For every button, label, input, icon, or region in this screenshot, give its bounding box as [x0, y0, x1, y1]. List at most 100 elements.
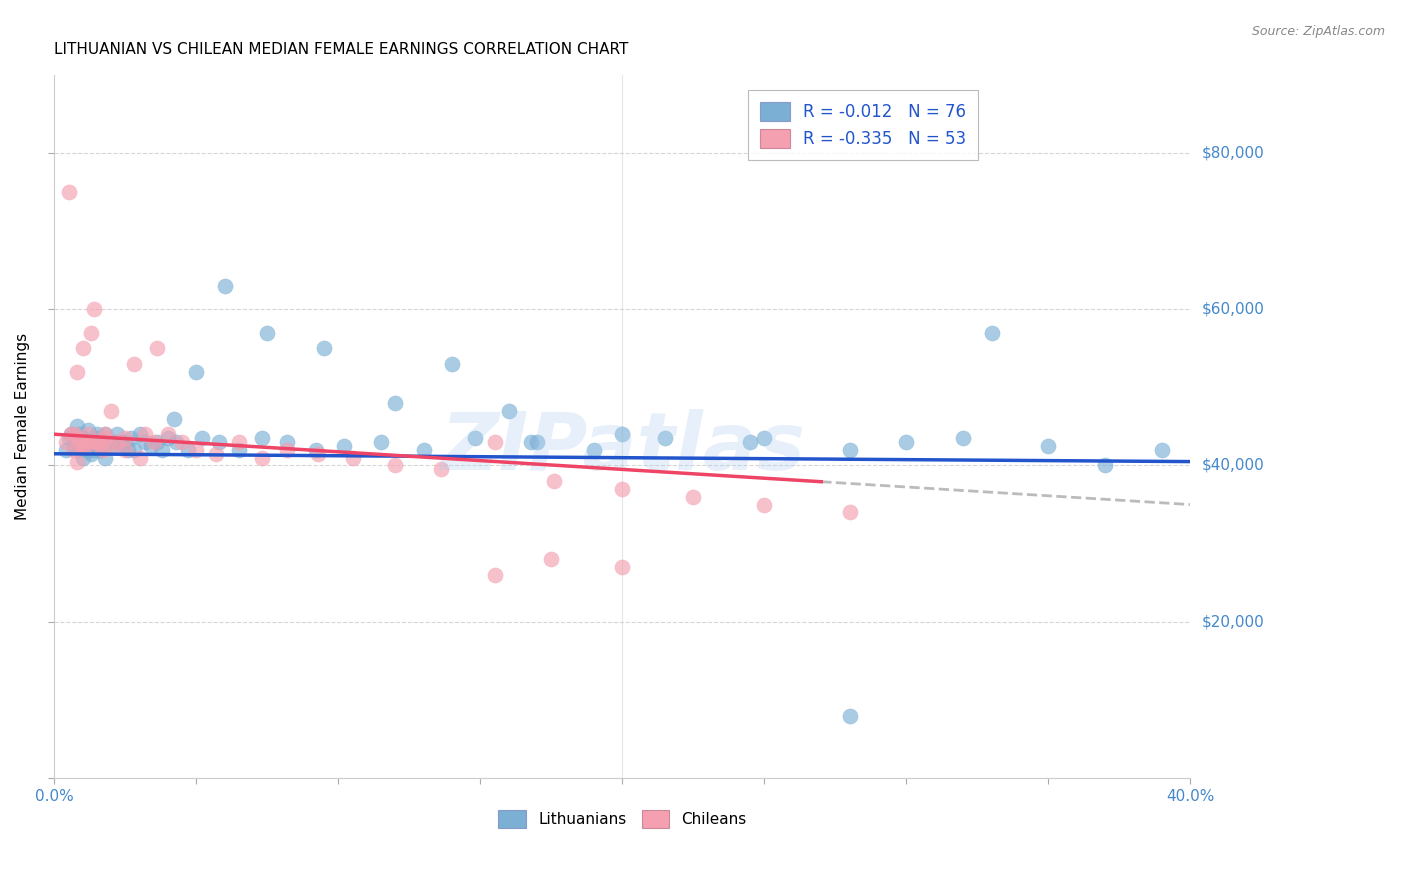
Point — [484, 568, 506, 582]
Point — [66, 454, 89, 468]
Point — [134, 427, 156, 442]
Point — [162, 411, 184, 425]
Point — [250, 450, 273, 465]
Point — [77, 442, 100, 457]
Point — [91, 439, 114, 453]
Point — [63, 427, 86, 442]
Point — [117, 442, 139, 457]
Point — [186, 442, 208, 457]
Point — [314, 341, 336, 355]
Text: LITHUANIAN VS CHILEAN MEDIAN FEMALE EARNINGS CORRELATION CHART: LITHUANIAN VS CHILEAN MEDIAN FEMALE EARN… — [55, 42, 628, 57]
Point — [256, 326, 278, 340]
Point — [77, 435, 100, 450]
Point — [308, 447, 330, 461]
Y-axis label: Median Female Earnings: Median Female Earnings — [15, 333, 30, 520]
Point — [128, 427, 150, 442]
Point — [66, 431, 89, 445]
Point — [58, 185, 80, 199]
Point — [384, 396, 406, 410]
Point — [543, 474, 565, 488]
Point — [55, 442, 77, 457]
Point — [122, 357, 145, 371]
Point — [86, 435, 108, 450]
Point — [72, 450, 94, 465]
Point — [63, 442, 86, 457]
Point — [612, 560, 634, 574]
Point — [86, 427, 108, 442]
Point — [526, 435, 548, 450]
Point — [114, 431, 136, 445]
Point — [214, 278, 236, 293]
Point — [94, 427, 117, 442]
Point — [654, 431, 676, 445]
Text: $60,000: $60,000 — [1202, 301, 1264, 317]
Point — [55, 435, 77, 450]
Point — [75, 435, 97, 450]
Point — [120, 431, 142, 445]
Point — [72, 341, 94, 355]
Point — [97, 435, 120, 450]
Point — [139, 439, 162, 453]
Point — [276, 435, 298, 450]
Point — [333, 439, 356, 453]
Point — [498, 404, 520, 418]
Point — [80, 447, 103, 461]
Text: Source: ZipAtlas.com: Source: ZipAtlas.com — [1251, 25, 1385, 38]
Point — [66, 419, 89, 434]
Point — [105, 435, 128, 450]
Point — [145, 435, 167, 450]
Point — [60, 427, 83, 442]
Point — [384, 458, 406, 473]
Point — [75, 439, 97, 453]
Point — [66, 435, 89, 450]
Point — [370, 435, 392, 450]
Point — [896, 435, 918, 450]
Point — [177, 442, 200, 457]
Point — [72, 435, 94, 450]
Point — [186, 365, 208, 379]
Point — [66, 365, 89, 379]
Point — [63, 439, 86, 453]
Point — [464, 431, 486, 445]
Point — [60, 427, 83, 442]
Point — [72, 439, 94, 453]
Point — [205, 447, 228, 461]
Point — [69, 442, 91, 457]
Point — [484, 435, 506, 450]
Point — [276, 442, 298, 457]
Point — [77, 423, 100, 437]
Point — [582, 442, 605, 457]
Point — [150, 442, 173, 457]
Point — [740, 435, 762, 450]
Point — [612, 482, 634, 496]
Point — [1094, 458, 1116, 473]
Point — [105, 427, 128, 442]
Point — [838, 708, 860, 723]
Point — [128, 450, 150, 465]
Point — [1038, 439, 1060, 453]
Point — [142, 435, 165, 450]
Point — [83, 442, 105, 457]
Point — [77, 427, 100, 442]
Point — [108, 435, 131, 450]
Point — [145, 341, 167, 355]
Point — [191, 431, 214, 445]
Point — [342, 450, 364, 465]
Point — [304, 442, 326, 457]
Point — [429, 462, 451, 476]
Point — [94, 427, 117, 442]
Point — [228, 442, 250, 457]
Point — [114, 435, 136, 450]
Point — [72, 431, 94, 445]
Point — [91, 442, 114, 457]
Point — [156, 431, 179, 445]
Point — [89, 435, 111, 450]
Point — [250, 431, 273, 445]
Point — [172, 435, 194, 450]
Point — [83, 302, 105, 317]
Text: $20,000: $20,000 — [1202, 615, 1264, 630]
Point — [100, 439, 122, 453]
Point — [612, 427, 634, 442]
Point — [100, 404, 122, 418]
Point — [94, 450, 117, 465]
